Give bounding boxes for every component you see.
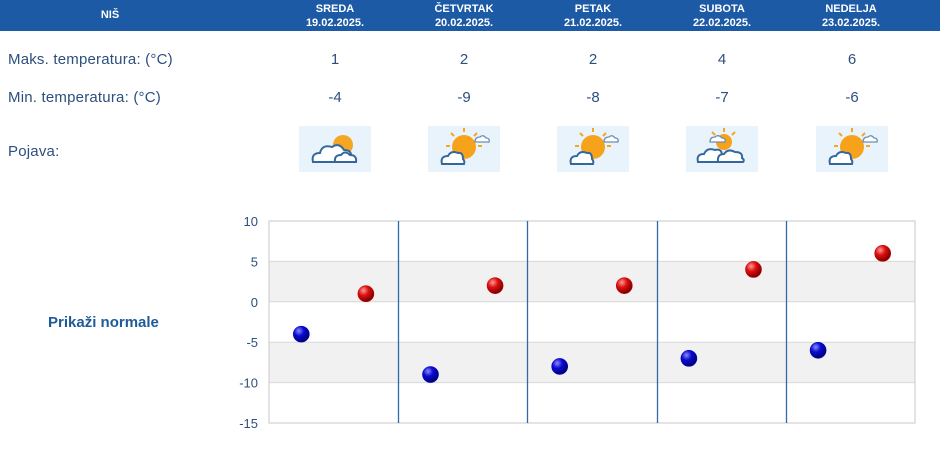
forecast-header: NIŠ SREDA 19.02.2025. ČETVRTAK 20.02.202… — [0, 0, 940, 31]
min-temp-point — [292, 325, 310, 343]
sun-cloud-icon — [557, 126, 629, 172]
plot-border — [268, 220, 916, 424]
min-temp-label: Min. temperatura: (°C) — [8, 89, 161, 106]
day-date: 23.02.2025. — [821, 17, 881, 29]
day-name: ČETVRTAK — [434, 3, 494, 15]
partly-cloudy-icon — [686, 126, 758, 172]
grid-band — [269, 342, 915, 383]
min-temp-value: -8 — [586, 89, 600, 106]
plot-area — [269, 221, 915, 423]
min-temp-value: -4 — [328, 89, 342, 106]
max-temp-point — [874, 245, 892, 262]
y-tick-label: 5 — [251, 254, 258, 269]
grid-band — [269, 261, 915, 302]
day-date: 20.02.2025. — [434, 17, 494, 29]
day-date: 19.02.2025. — [305, 17, 365, 29]
max-temp-point — [357, 285, 375, 303]
max-temp-point — [615, 277, 633, 294]
min-temp-value: -6 — [845, 89, 859, 106]
max-temp-value: 6 — [847, 51, 857, 68]
sun-cloud-icon — [428, 126, 500, 172]
max-temp-value: 2 — [459, 51, 469, 68]
day-name: SUBOTA — [699, 3, 745, 15]
day-header-5: NEDELJA 23.02.2025. — [786, 2, 916, 30]
max-temp-value: 1 — [330, 51, 340, 68]
y-tick-label: 10 — [244, 214, 258, 229]
min-temp-point — [809, 341, 827, 359]
max-temp-label: Maks. temperatura: (°C) — [8, 51, 173, 68]
day-name: SREDA — [315, 3, 355, 15]
cloudy-sun-icon — [299, 126, 371, 172]
temperature-chart: 10 5 0 -5 -10 -15 — [239, 214, 916, 431]
min-temp-value: -7 — [715, 89, 729, 106]
city-name: NIŠ — [100, 9, 120, 21]
min-temp-value: -9 — [457, 89, 471, 106]
day-name: PETAK — [574, 3, 612, 15]
day-header-2: ČETVRTAK 20.02.2025. — [399, 2, 529, 30]
max-temp-value: 2 — [588, 51, 598, 68]
show-normals-button[interactable]: Prikaži normale — [48, 314, 159, 331]
y-tick-label: -5 — [246, 335, 258, 350]
y-tick-label: -10 — [239, 376, 258, 391]
day-header-1: SREDA 19.02.2025. — [270, 2, 400, 30]
max-temp-value: 4 — [717, 51, 727, 68]
max-temp-point — [486, 277, 504, 294]
weather-label: Pojava: — [8, 143, 60, 160]
sun-cloud-icon — [816, 126, 888, 172]
day-header-4: SUBOTA 22.02.2025. — [657, 2, 787, 30]
day-date: 21.02.2025. — [563, 17, 623, 29]
max-temp-point — [745, 261, 762, 278]
day-name: NEDELJA — [825, 3, 877, 15]
day-header-3: PETAK 21.02.2025. — [528, 2, 658, 30]
min-temp-point — [680, 350, 698, 367]
min-temp-point — [422, 366, 439, 383]
y-tick-label: -15 — [239, 416, 258, 431]
min-temp-point — [551, 358, 569, 375]
y-tick-label: 0 — [251, 295, 258, 310]
day-date: 22.02.2025. — [692, 17, 752, 29]
